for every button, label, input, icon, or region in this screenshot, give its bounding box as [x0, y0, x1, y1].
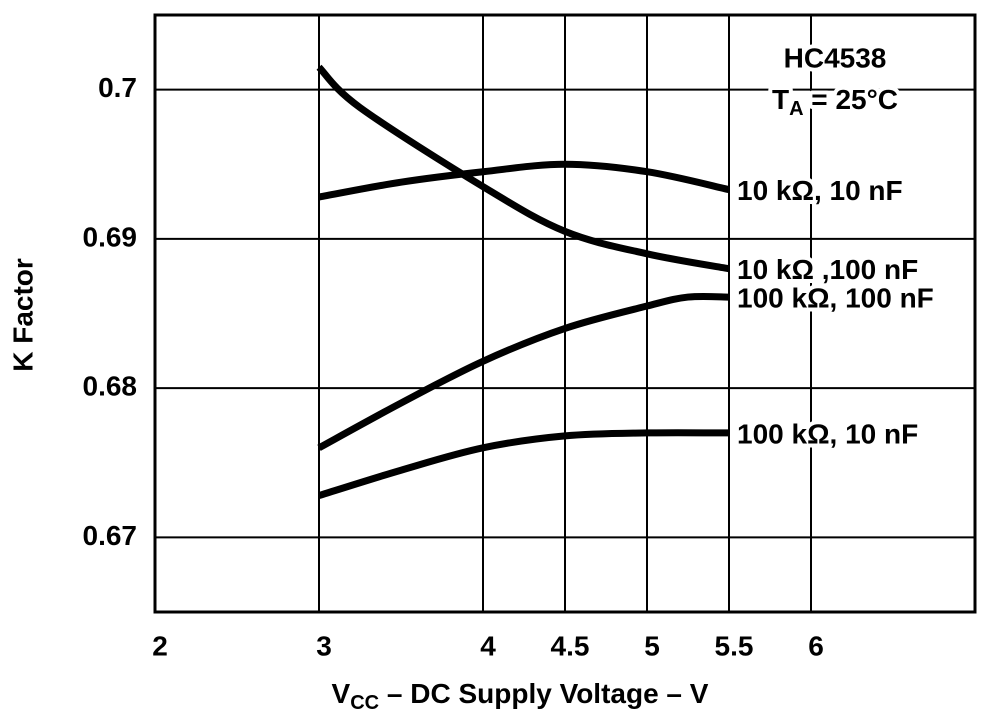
- x-tick-label: 4: [480, 630, 496, 661]
- x-label-text: – DC Supply Voltage – V: [379, 678, 709, 709]
- x-tick-label: 2: [152, 630, 168, 661]
- series-line: [318, 160, 730, 201]
- series-label: 100 kΩ, 100 nF: [737, 282, 934, 313]
- y-axis-label: K Factor: [7, 258, 38, 372]
- annotation-temp: TA = 25°C: [772, 84, 898, 120]
- y-tick-label: 0.69: [83, 221, 138, 252]
- series-line: [317, 429, 730, 499]
- y-tick-label: 0.7: [98, 72, 137, 103]
- temp-text: = 25°C: [804, 84, 898, 115]
- y-tick-label: 0.68: [83, 371, 138, 402]
- x-tick-label: 5: [644, 630, 660, 661]
- x-tick-label: 3: [316, 630, 332, 661]
- series-line: [316, 64, 730, 273]
- temp-symbol: T: [772, 84, 789, 115]
- lines: [316, 64, 730, 499]
- annotation-title: HC4538: [784, 42, 887, 73]
- series-label: 100 kΩ, 10 nF: [737, 418, 918, 449]
- series-label: 10 kΩ, 10 nF: [737, 175, 903, 206]
- x-tick-label: 5.5: [715, 630, 754, 661]
- x-tick-label: 6: [808, 630, 824, 661]
- y-tick-label: 0.67: [83, 520, 138, 551]
- x-tick-label: 4.5: [551, 630, 590, 661]
- series-line: [317, 292, 730, 451]
- plot-frame: [153, 13, 977, 614]
- series-label: 10 kΩ ,100 nF: [737, 254, 918, 285]
- temp-subscript: A: [789, 98, 803, 120]
- grid: [154, 15, 975, 612]
- x-axis-label: VCC – DC Supply Voltage – V: [332, 678, 709, 714]
- x-label-subscript: CC: [350, 692, 379, 714]
- labels: 2 3 4 4.5 5 5.5 6 0.67 0.68 0.69 0.7 10 kΩ, 10 nF 10…: [83, 72, 938, 661]
- x-label-symbol: V: [332, 678, 351, 709]
